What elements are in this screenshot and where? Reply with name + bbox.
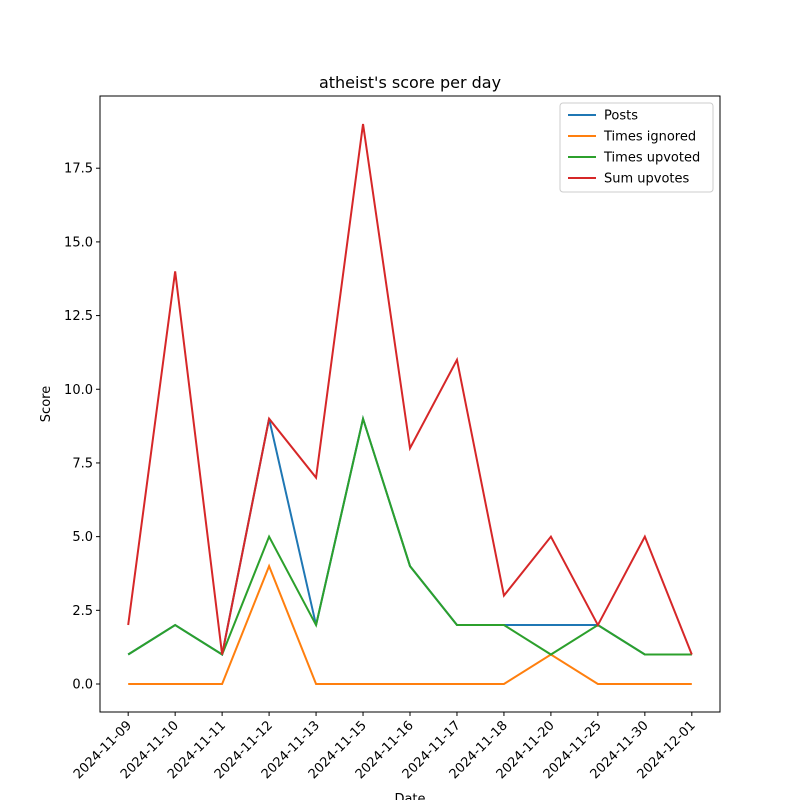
series-line [128,563,692,685]
y-tick-label: 15.0 [64,235,93,250]
y-tick-label: 7.5 [72,456,93,471]
y-tick-label: 10.0 [64,383,93,398]
series-line [127,414,692,657]
y-tick-label: 2.5 [72,604,93,619]
legend-label: Posts [604,109,638,124]
y-tick-label: 0.0 [72,678,93,693]
legend-label: Sum upvotes [604,172,690,187]
legend-label: Times ignored [603,130,696,145]
y-tick-label: 5.0 [72,530,93,545]
y-tick-label: 17.5 [64,162,93,177]
legend-box [559,102,714,193]
plot-frame [99,95,721,713]
y-tick-label: 12.5 [64,309,93,324]
series-line [127,414,692,657]
x-axis-label: Date [394,792,425,800]
series-line [127,123,693,655]
legend-label: Times upvoted [603,151,700,166]
y-axis-label: Score [39,386,54,422]
chart-title: atheist's score per day [319,73,501,92]
